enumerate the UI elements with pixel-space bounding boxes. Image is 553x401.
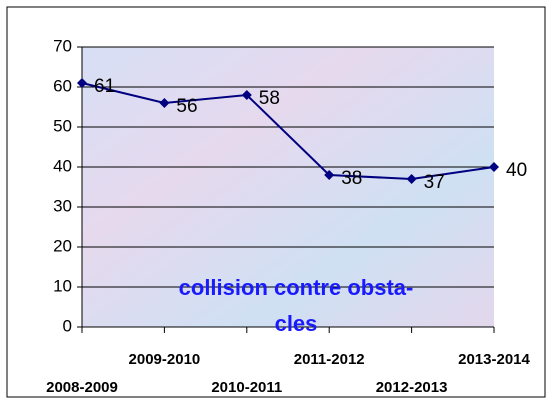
data-label: 37 [424,172,445,193]
chart-title: cles [275,311,318,336]
data-label: 56 [176,96,197,117]
y-tick-label: 60 [53,76,72,95]
y-tick-label: 0 [63,316,72,335]
y-tick-label: 30 [53,196,72,215]
x-tick-label: 2009-2010 [129,351,201,368]
marker [406,174,417,184]
chart-title: collision contre obsta- [179,275,414,300]
data-label: 58 [259,88,280,109]
y-tick-label: 50 [53,116,72,135]
x-tick-label: 2012-2013 [376,379,448,396]
x-tick-label: 2013-2014 [458,351,530,368]
x-tick-label: 2010-2011 [211,379,282,396]
marker [324,170,335,180]
line [81,82,495,181]
y-tick-label: 20 [53,236,72,255]
data-label: 61 [94,76,115,97]
data-label: 38 [341,168,362,189]
data-label: 40 [506,160,527,181]
y-tick-label: 10 [53,276,72,295]
x-tick-label: 2008-2009 [46,379,118,396]
plot-area [82,47,494,327]
marker [159,98,170,108]
y-tick-label: 70 [53,36,72,55]
x-tick-label: 2011-2012 [294,351,365,368]
y-tick-label: 40 [53,156,72,175]
marker [241,90,252,100]
marker [77,78,87,88]
marker [489,162,499,172]
